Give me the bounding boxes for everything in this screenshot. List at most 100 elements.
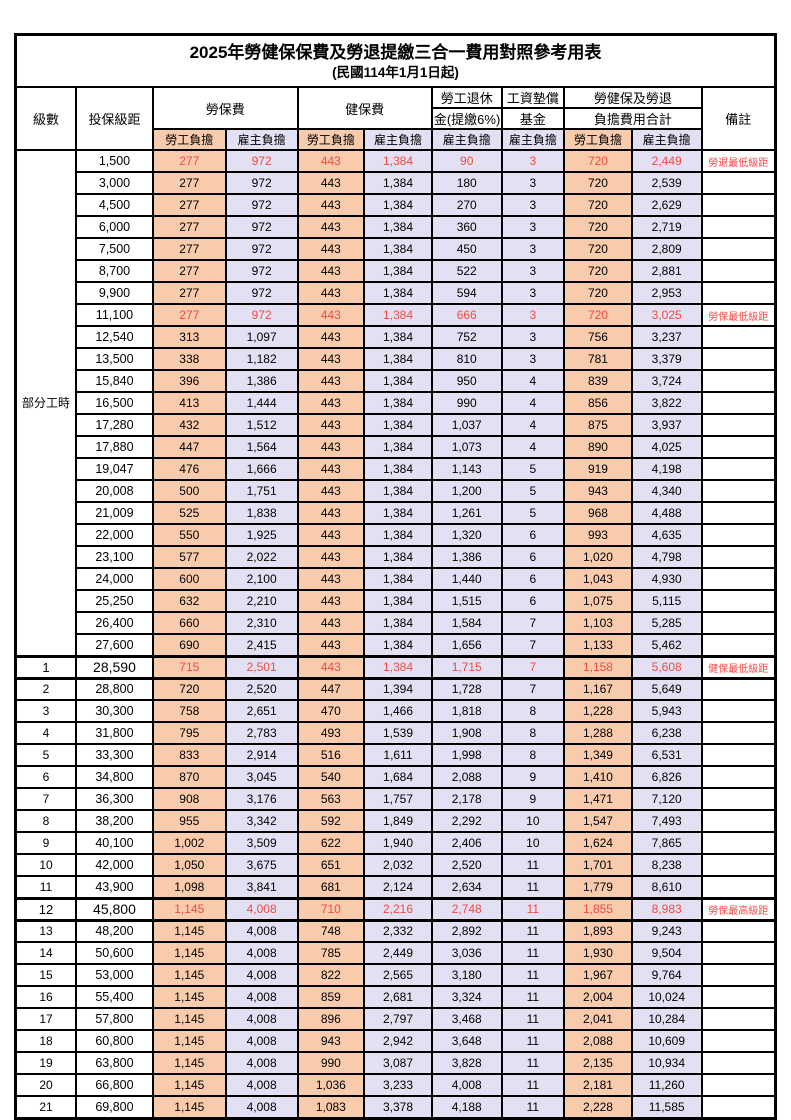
value-cell: 443 <box>296 611 366 635</box>
note-cell <box>700 1073 777 1097</box>
table-row: 13,500 338 1,182 443 1,384 810 3 781 3,379 <box>16 347 777 371</box>
value-cell: 4,340 <box>630 479 703 503</box>
value-cell: 1,624 <box>563 831 633 855</box>
value-cell: 443 <box>296 303 366 327</box>
value-cell: 859 <box>296 985 366 1009</box>
value-cell: 4,025 <box>630 435 703 459</box>
value-cell: 833 <box>151 743 227 767</box>
value-cell: 6,238 <box>630 721 703 745</box>
value-cell: 1,539 <box>363 721 433 745</box>
value-cell: 4,008 <box>224 1007 299 1031</box>
value-cell: 1,751 <box>224 479 299 503</box>
value-cell: 2,124 <box>363 875 433 899</box>
value-cell: 839 <box>563 369 633 393</box>
value-cell: 443 <box>296 457 366 481</box>
value-cell: 1,384 <box>363 193 433 217</box>
value-cell: 2,210 <box>224 589 299 613</box>
value-cell: 443 <box>296 193 366 217</box>
value-cell: 1,656 <box>430 633 503 657</box>
value-cell: 443 <box>296 171 366 195</box>
value-cell: 1,384 <box>363 611 433 635</box>
value-cell: 1,103 <box>563 611 633 635</box>
value-cell: 990 <box>430 391 503 415</box>
value-cell: 4,188 <box>430 1095 503 1119</box>
table-row: 27,600 690 2,415 443 1,384 1,656 7 1,133 5,462 <box>16 633 777 657</box>
table-row: 23,100 577 2,022 443 1,384 1,386 6 1,020 4,798 <box>16 545 777 569</box>
value-cell: 875 <box>563 413 633 437</box>
value-cell: 4,008 <box>430 1073 503 1097</box>
value-cell: 277 <box>151 193 227 217</box>
value-cell: 4,008 <box>224 919 299 943</box>
value-cell: 2,228 <box>563 1095 633 1119</box>
table-row: 部分工時 1,500 277 972 443 1,384 90 3 720 2,449 勞退最低級距 <box>14 149 777 657</box>
value-cell: 277 <box>151 259 227 283</box>
value-cell: 8 <box>500 721 566 745</box>
value-cell: 2,501 <box>224 654 299 680</box>
value-cell: 1,143 <box>430 457 503 481</box>
table-title-block: 2025年勞健保保費及勞退提繳三合一費用對照參考用表 (民國114年1月1日起) <box>14 33 777 88</box>
value-cell: 443 <box>296 215 366 239</box>
value-cell: 2,041 <box>563 1007 633 1031</box>
value-cell: 1,512 <box>224 413 299 437</box>
value-cell: 447 <box>151 435 227 459</box>
note-cell <box>700 545 777 569</box>
value-cell: 972 <box>224 303 299 327</box>
salary-bracket-cell: 43,900 <box>75 875 154 899</box>
value-cell: 870 <box>151 765 227 789</box>
value-cell: 1,384 <box>363 545 433 569</box>
table-row: 22,000 550 1,925 443 1,384 1,320 6 993 4,635 <box>16 523 777 547</box>
value-cell: 1,471 <box>563 787 633 811</box>
table-row: 4 31,800 795 2,783 493 1,539 1,908 8 1,288 6,238 <box>14 721 777 745</box>
value-cell: 1,020 <box>563 545 633 569</box>
salary-bracket-cell: 40,100 <box>75 831 154 855</box>
value-cell: 1,940 <box>363 831 433 855</box>
level-cell: 14 <box>14 941 77 965</box>
value-cell: 443 <box>296 545 366 569</box>
value-cell: 756 <box>563 325 633 349</box>
value-cell: 9 <box>500 765 566 789</box>
value-cell: 8,983 <box>630 896 703 922</box>
value-cell: 2,032 <box>363 853 433 877</box>
table-row: 25,250 632 2,210 443 1,384 1,515 6 1,075 5,115 <box>16 589 777 613</box>
value-cell: 972 <box>224 149 299 173</box>
salary-bracket-cell: 6,000 <box>75 215 154 239</box>
value-cell: 1,145 <box>151 1029 227 1053</box>
table-row: 3 30,300 758 2,651 470 1,466 1,818 8 1,228 5,943 <box>14 699 777 723</box>
value-cell: 11 <box>500 875 566 899</box>
value-cell: 11 <box>500 963 566 987</box>
value-cell: 1,384 <box>363 171 433 195</box>
value-cell: 3,828 <box>430 1051 503 1075</box>
value-cell: 11 <box>500 1007 566 1031</box>
value-cell: 5,943 <box>630 699 703 723</box>
value-cell: 594 <box>430 281 503 305</box>
value-cell: 3 <box>500 347 566 371</box>
value-cell: 2,135 <box>563 1051 633 1075</box>
note-cell <box>700 325 777 349</box>
value-cell: 690 <box>151 633 227 657</box>
note-cell <box>700 193 777 217</box>
value-cell: 856 <box>563 391 633 415</box>
value-cell: 9,243 <box>630 919 703 943</box>
header-pension-line2: 金(提繳6%) <box>430 107 503 130</box>
value-cell: 443 <box>296 654 366 680</box>
salary-bracket-cell: 57,800 <box>75 1007 154 1031</box>
table-row: 8,700 277 972 443 1,384 522 3 720 2,881 <box>16 259 777 283</box>
value-cell: 1,200 <box>430 479 503 503</box>
page-subtitle: (民國114年1月1日起) <box>332 65 459 81</box>
note-cell <box>700 171 777 195</box>
value-cell: 1,158 <box>563 654 633 680</box>
value-cell: 3,324 <box>430 985 503 1009</box>
value-cell: 4,198 <box>630 457 703 481</box>
value-cell: 2,449 <box>630 149 703 173</box>
header-pension-line1: 勞工退休 <box>430 86 503 109</box>
level-cell: 1 <box>14 654 77 680</box>
note-cell: 勞退最低級距 <box>700 149 777 173</box>
note-cell <box>700 1029 777 1053</box>
value-cell: 972 <box>224 259 299 283</box>
part-time-group-cell: 部分工時 <box>14 149 77 657</box>
value-cell: 1,320 <box>430 523 503 547</box>
header-pension-employer: 雇主負擔 <box>430 128 503 151</box>
table-row: 13 48,200 1,145 4,008 748 2,332 2,892 11 1,893 9,… <box>14 919 777 943</box>
header-labor-insurance: 勞保費 <box>151 86 299 130</box>
value-cell: 277 <box>151 215 227 239</box>
